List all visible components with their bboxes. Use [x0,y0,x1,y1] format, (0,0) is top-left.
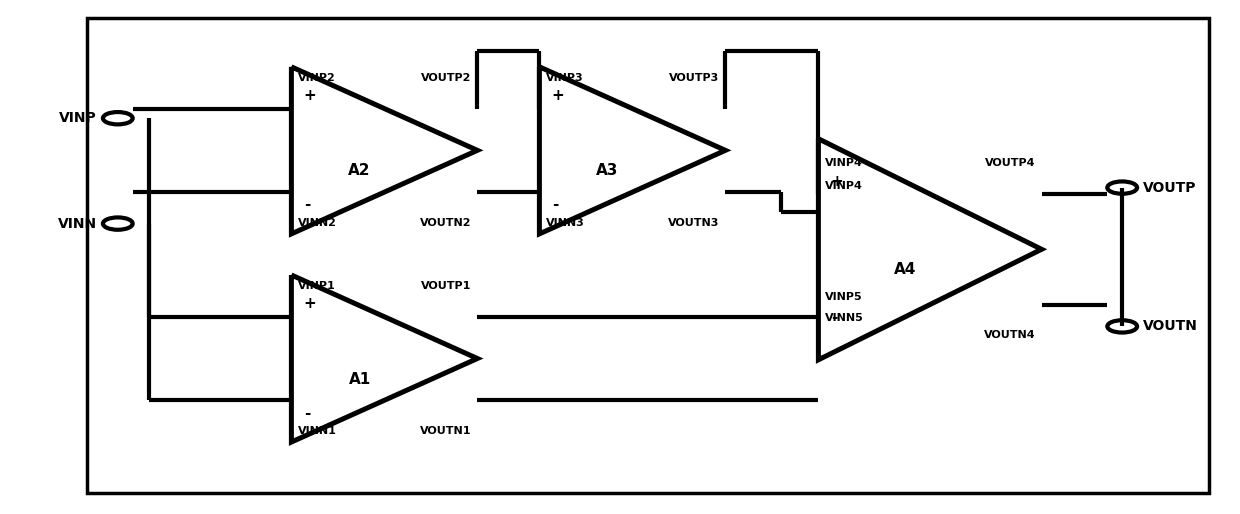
Text: VINP3: VINP3 [546,73,583,83]
Text: VOUTP1: VOUTP1 [420,281,471,291]
Text: -: - [831,310,837,325]
Text: VINP1: VINP1 [298,281,335,291]
Text: VOUTP: VOUTP [1143,180,1197,195]
Text: +: + [831,174,843,189]
Text: VINN1: VINN1 [298,426,336,436]
Text: -: - [552,197,558,212]
Text: A1: A1 [348,372,371,387]
Text: VINN2: VINN2 [298,218,336,228]
Text: VOUTP2: VOUTP2 [420,73,471,83]
Text: VINN5: VINN5 [825,313,863,323]
Text: VOUTN: VOUTN [1143,319,1198,334]
Text: VOUTN1: VOUTN1 [419,426,471,436]
Text: VINP5: VINP5 [825,292,862,302]
Text: VINN3: VINN3 [546,218,584,228]
Text: A2: A2 [348,163,371,178]
Text: VINP: VINP [60,111,97,125]
Text: A3: A3 [596,163,619,178]
Text: -: - [304,406,310,420]
Text: +: + [552,88,564,103]
Text: VOUTP3: VOUTP3 [668,73,719,83]
Text: VINP2: VINP2 [298,73,335,83]
Text: VOUTN4: VOUTN4 [983,331,1035,340]
Text: VINP4: VINP4 [825,158,863,168]
Text: -: - [304,197,310,212]
Text: VINN: VINN [57,216,97,231]
Text: +: + [304,297,316,311]
Text: VOUTN2: VOUTN2 [419,218,471,228]
Text: +: + [304,88,316,103]
Text: VINP4: VINP4 [825,181,863,192]
Text: VOUTN3: VOUTN3 [668,218,719,228]
Text: A4: A4 [894,262,916,278]
Text: VOUTP4: VOUTP4 [985,158,1035,168]
